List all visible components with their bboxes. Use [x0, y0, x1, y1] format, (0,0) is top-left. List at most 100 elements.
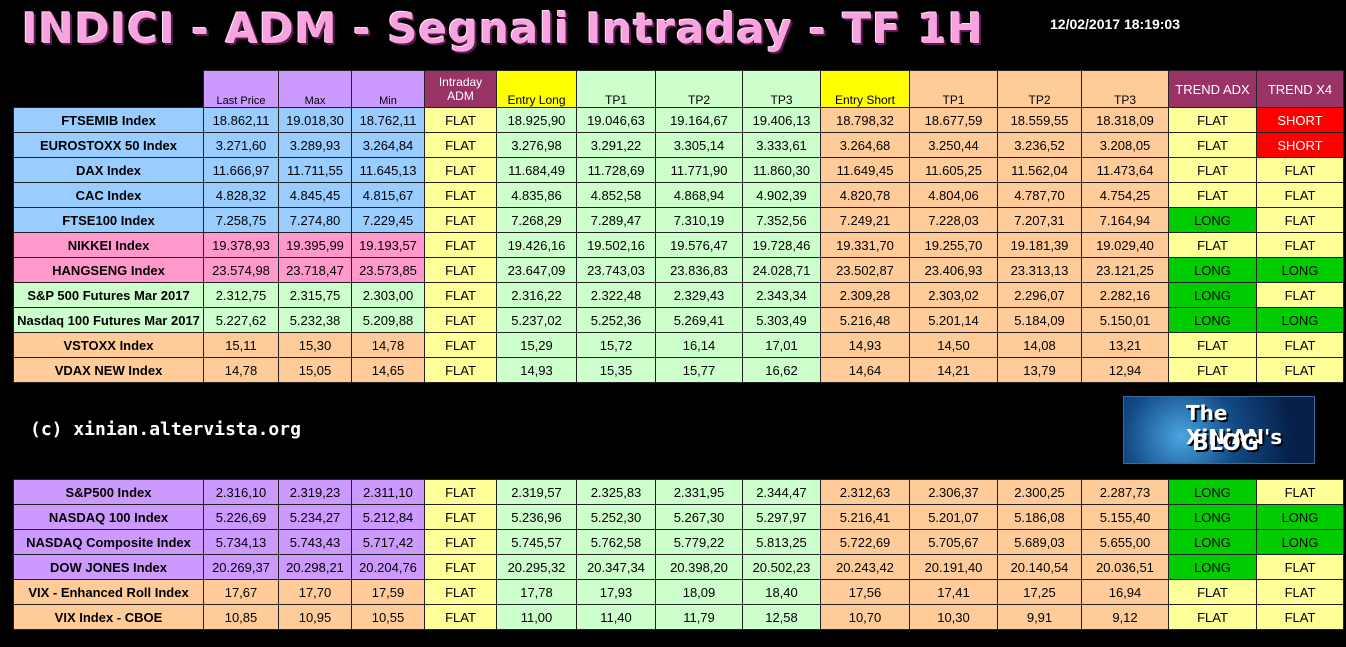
copyright-text: (c) xinian.altervista.org: [30, 419, 301, 440]
value-cell: 18.677,59: [909, 107, 998, 133]
value-cell: 18.925,90: [496, 107, 577, 133]
timestamp: 12/02/2017 18:19:03: [1050, 16, 1180, 32]
value-cell: 18.559,55: [997, 107, 1082, 133]
value-cell: 17,56: [820, 579, 910, 605]
value-cell: 19.406,13: [742, 107, 821, 133]
value-cell: 5.269,41: [655, 307, 743, 333]
table-row: NIKKEI Index 19.378,93 19.395,99 19.193,57 F…: [13, 232, 1344, 258]
column-header: Max: [278, 70, 352, 108]
value-cell: 19.331,70: [820, 232, 910, 258]
value-cell: FLAT: [424, 232, 497, 258]
value-cell: 11.666,97: [203, 157, 279, 183]
column-header: TP2: [997, 70, 1082, 108]
value-cell: 16,14: [655, 332, 743, 358]
value-cell: 2.325,83: [576, 479, 656, 505]
value-cell: 19.255,70: [909, 232, 998, 258]
value-cell: 11.645,13: [351, 157, 425, 183]
value-cell: 14,65: [351, 357, 425, 383]
value-cell: 11.684,49: [496, 157, 577, 183]
value-cell: 3.276,98: [496, 132, 577, 158]
value-cell: 15,77: [655, 357, 743, 383]
trend-signal-cell: FLAT: [1168, 357, 1257, 383]
value-cell: 2.344,47: [742, 479, 821, 505]
value-cell: 5.209,88: [351, 307, 425, 333]
value-cell: 5.762,58: [576, 529, 656, 555]
value-cell: 5.216,41: [820, 504, 910, 530]
value-cell: 19.502,16: [576, 232, 656, 258]
value-cell: 10,95: [278, 604, 352, 630]
indices-table-us: S&P500 Index 2.316,10 2.319,23 2.311,10 FLAT…: [13, 479, 1344, 630]
column-header: [14, 71, 204, 108]
value-cell: 7.289,47: [576, 207, 656, 233]
value-cell: FLAT: [424, 604, 497, 630]
value-cell: 23.502,87: [820, 257, 910, 283]
trend-signal-cell: LONG: [1168, 479, 1257, 505]
value-cell: 2.316,10: [203, 479, 279, 505]
index-name-cell: S&P 500 Futures Mar 2017: [13, 282, 204, 308]
value-cell: 7.274,80: [278, 207, 352, 233]
trend-signal-cell: FLAT: [1256, 579, 1344, 605]
value-cell: 2.319,57: [496, 479, 577, 505]
value-cell: FLAT: [424, 307, 497, 333]
value-cell: 15,35: [576, 357, 656, 383]
trend-signal-cell: LONG: [1168, 307, 1257, 333]
index-name-cell: VSTOXX Index: [13, 332, 204, 358]
value-cell: 20.502,23: [742, 554, 821, 580]
trend-signal-cell: SHORT: [1256, 132, 1344, 158]
table-row: VDAX NEW Index 14,78 15,05 14,65 FLAT 14,93 15…: [13, 357, 1344, 383]
value-cell: 2.331,95: [655, 479, 743, 505]
value-cell: 18.762,11: [351, 107, 425, 133]
index-name-cell: DOW JONES Index: [13, 554, 204, 580]
value-cell: 9,91: [997, 604, 1082, 630]
value-cell: 13,21: [1081, 332, 1169, 358]
value-cell: 5.267,30: [655, 504, 743, 530]
value-cell: FLAT: [424, 357, 497, 383]
value-cell: 19.395,99: [278, 232, 352, 258]
trend-signal-cell: LONG: [1168, 554, 1257, 580]
trend-signal-cell: FLAT: [1168, 107, 1257, 133]
value-cell: 20.295,32: [496, 554, 577, 580]
value-cell: 19.181,39: [997, 232, 1082, 258]
trend-signal-cell: SHORT: [1256, 107, 1344, 133]
trend-signal-cell: FLAT: [1256, 182, 1344, 208]
value-cell: 19.164,67: [655, 107, 743, 133]
value-cell: 5.252,30: [576, 504, 656, 530]
value-cell: 16,94: [1081, 579, 1169, 605]
value-cell: 19.193,57: [351, 232, 425, 258]
index-name-cell: NASDAQ 100 Index: [13, 504, 204, 530]
trend-signal-cell: FLAT: [1256, 554, 1344, 580]
trend-signal-cell: FLAT: [1168, 332, 1257, 358]
value-cell: 18,09: [655, 579, 743, 605]
value-cell: 4.804,06: [909, 182, 998, 208]
value-cell: 5.722,69: [820, 529, 910, 555]
value-cell: 15,30: [278, 332, 352, 358]
value-cell: 4.820,78: [820, 182, 910, 208]
value-cell: FLAT: [424, 332, 497, 358]
value-cell: 3.333,61: [742, 132, 821, 158]
value-cell: 11.711,55: [278, 157, 352, 183]
value-cell: 7.207,31: [997, 207, 1082, 233]
trend-signal-cell: FLAT: [1256, 604, 1344, 630]
value-cell: 2.287,73: [1081, 479, 1169, 505]
value-cell: 4.828,32: [203, 182, 279, 208]
header-row: Last Price Max Min Intraday ADM Entry Long TP…: [14, 70, 1344, 108]
index-name-cell: HANGSENG Index: [13, 257, 204, 283]
column-header: TP2: [655, 70, 743, 108]
value-cell: 19.426,16: [496, 232, 577, 258]
value-cell: 5.717,42: [351, 529, 425, 555]
logo-line1: The XiNiAN's: [1186, 401, 1283, 449]
trend-signal-cell: FLAT: [1256, 207, 1344, 233]
value-cell: 14,78: [351, 332, 425, 358]
value-cell: 2.303,00: [351, 282, 425, 308]
value-cell: 11,00: [496, 604, 577, 630]
trend-signal-cell: LONG: [1256, 504, 1344, 530]
value-cell: 3.264,68: [820, 132, 910, 158]
index-name-cell: Nasdaq 100 Futures Mar 2017: [13, 307, 204, 333]
value-cell: 20.191,40: [909, 554, 998, 580]
value-cell: 23.743,03: [576, 257, 656, 283]
column-header: Min: [351, 70, 425, 108]
value-cell: 15,72: [576, 332, 656, 358]
value-cell: 5.252,36: [576, 307, 656, 333]
value-cell: 4.868,94: [655, 182, 743, 208]
value-cell: 14,08: [997, 332, 1082, 358]
